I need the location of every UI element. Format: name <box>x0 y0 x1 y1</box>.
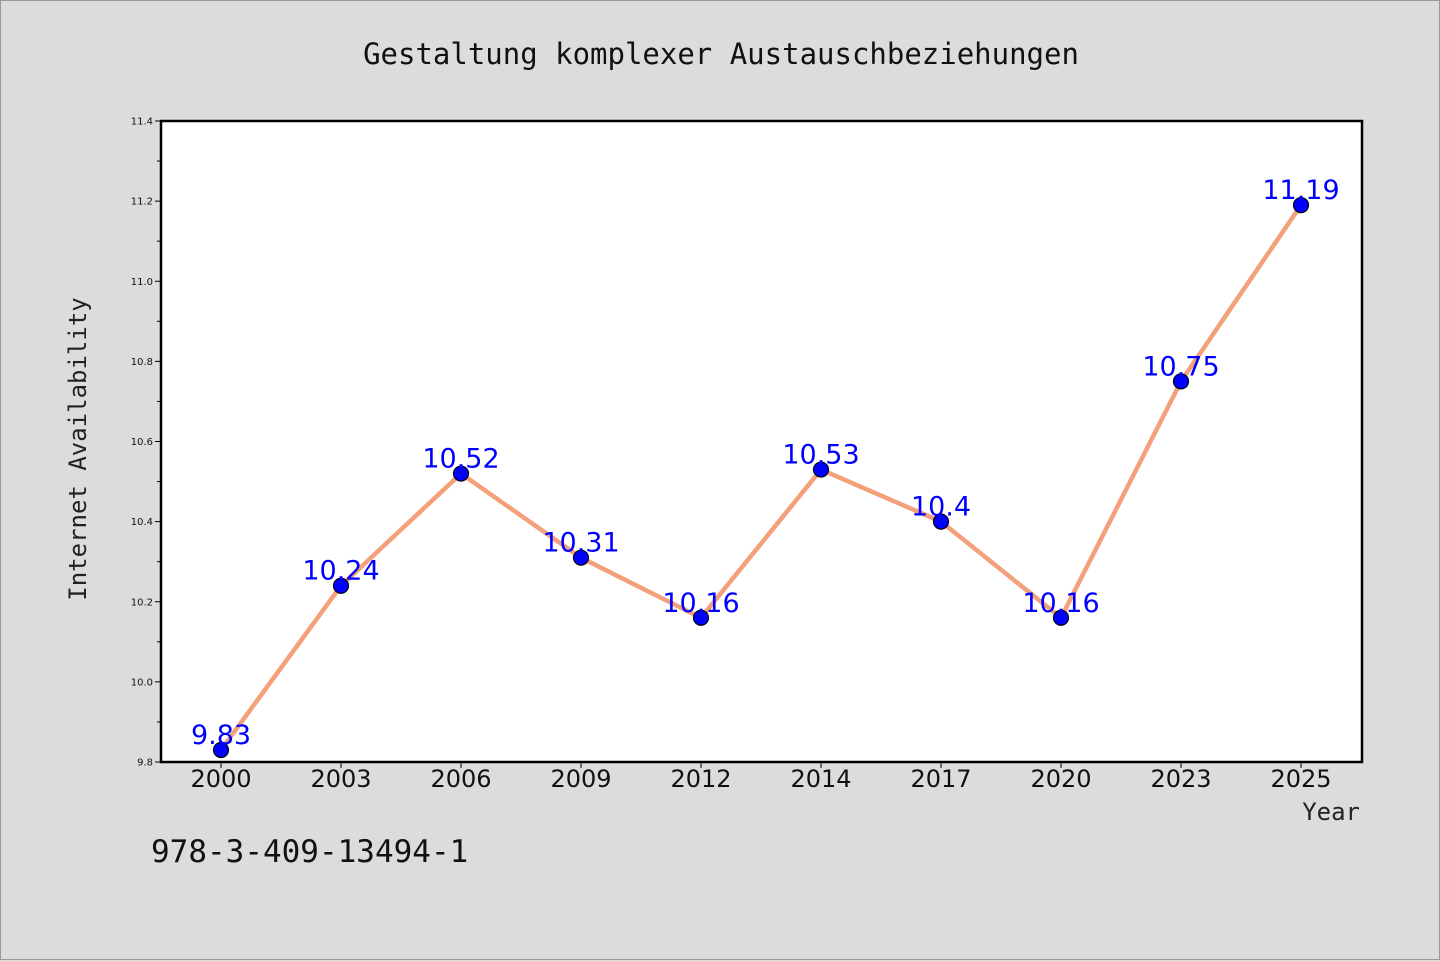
series-line <box>218 202 1304 753</box>
data-label: 9.83 <box>191 720 251 751</box>
data-point <box>1052 609 1070 626</box>
series-layer: 9.83 10.24 10.52 10.31 10.16 10.53 10.4 10.16 10… <box>191 175 1340 759</box>
y-tick-label: 11.0 <box>131 277 153 288</box>
y-tick-label: 10.6 <box>131 437 153 448</box>
x-tick-label: 2009 <box>550 765 611 793</box>
y-tick-label: 9.8 <box>137 758 153 769</box>
data-point <box>332 577 350 594</box>
x-tick-label: 2006 <box>430 765 491 793</box>
data-point <box>1292 197 1310 214</box>
x-tick-label: 2012 <box>670 765 731 793</box>
data-label: 10.16 <box>1022 588 1099 619</box>
x-tick-label: 2000 <box>190 765 251 793</box>
data-label: 10.52 <box>422 444 499 475</box>
y-axis-label: Internet Availability <box>64 297 92 600</box>
data-point <box>1172 373 1190 390</box>
data-label: 10.16 <box>662 588 739 619</box>
y-axis: 9.8 10.0 10.2 10.4 10.6 10.8 11.0 11.2 11.4 <box>131 117 161 769</box>
data-label: 10.31 <box>542 528 619 559</box>
isbn-text: 978-3-409-13494-1 <box>151 834 469 870</box>
x-tick-label: 2023 <box>1150 765 1211 793</box>
data-label: 10.75 <box>1142 351 1219 382</box>
data-label: 10.24 <box>302 556 379 587</box>
chart-title: Gestaltung komplexer Austauschbeziehunge… <box>363 37 1079 71</box>
data-point <box>932 513 950 530</box>
x-tick-label: 2017 <box>910 765 971 793</box>
y-tick-label: 11.2 <box>131 197 153 208</box>
x-tick-label: 2020 <box>1030 765 1091 793</box>
data-point <box>572 549 590 566</box>
data-point <box>692 609 710 626</box>
y-tick-label: 11.4 <box>131 117 153 128</box>
x-axis-label: Year <box>1302 798 1360 826</box>
x-axis: 2000 2003 2006 2009 2012 2014 2017 2020 2023 2025 <box>190 762 1332 793</box>
y-tick-label: 10.4 <box>131 517 153 528</box>
plot-area <box>159 119 1364 764</box>
data-label: 11.19 <box>1262 175 1339 206</box>
data-label: 10.53 <box>782 440 859 471</box>
y-tick-label: 10.2 <box>131 597 153 608</box>
data-point <box>812 461 830 478</box>
x-tick-label: 2014 <box>790 765 851 793</box>
data-point <box>452 465 470 482</box>
data-label: 10.4 <box>911 492 971 523</box>
data-point <box>212 741 230 759</box>
y-tick-label: 10.0 <box>131 677 153 688</box>
y-tick-label: 10.8 <box>131 357 153 368</box>
x-tick-label: 2025 <box>1270 765 1331 793</box>
x-tick-label: 2003 <box>310 765 371 793</box>
